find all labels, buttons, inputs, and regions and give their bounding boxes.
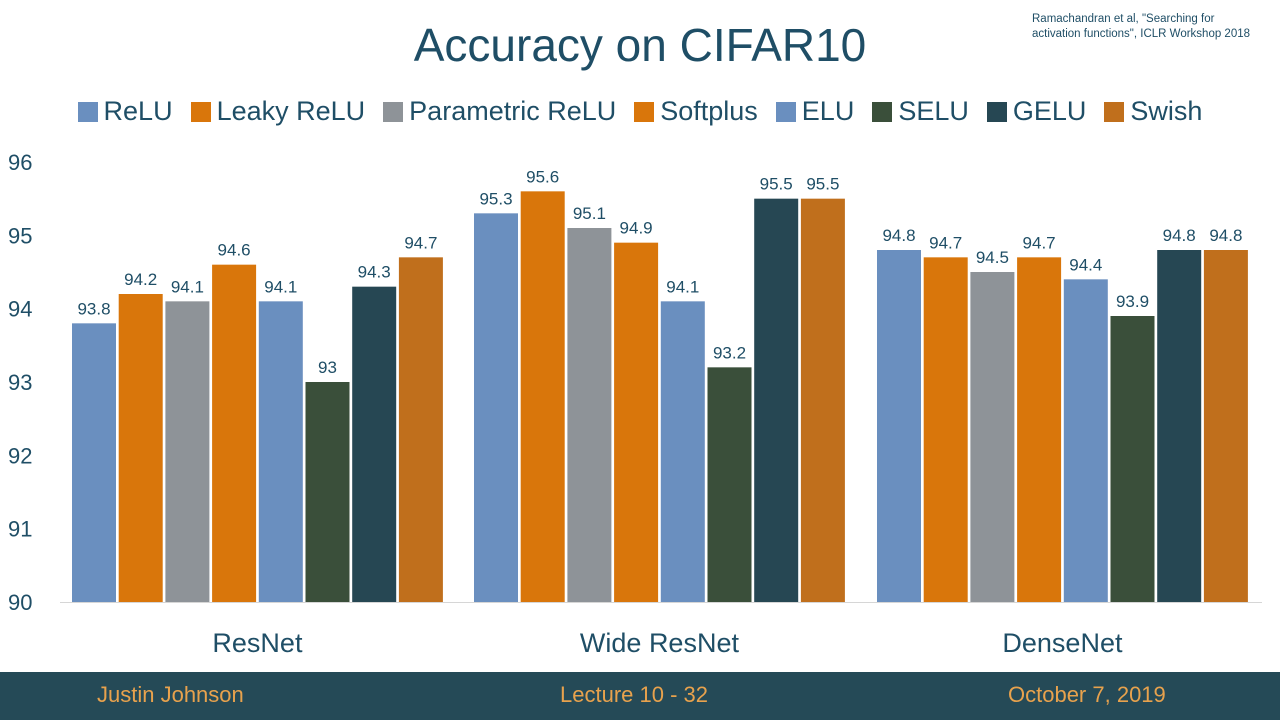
bar-swish — [398, 257, 443, 602]
legend-item-5: SELU — [872, 96, 969, 127]
data-label: 94.1 — [171, 277, 204, 296]
legend-item-4: ELU — [775, 96, 855, 127]
legend-label: SELU — [898, 96, 969, 126]
data-label: 93.9 — [1116, 292, 1149, 311]
y-tick-label: 90 — [8, 590, 32, 615]
bar-softplus — [212, 264, 257, 602]
data-label: 94.8 — [1209, 226, 1242, 245]
data-label: 94.6 — [218, 241, 251, 260]
data-label: 94.4 — [1069, 255, 1102, 274]
data-label: 94.5 — [976, 248, 1009, 267]
legend-item-1: Leaky ReLU — [190, 96, 366, 127]
y-tick-label: 91 — [8, 517, 32, 542]
category-label: Wide ResNet — [580, 628, 740, 658]
y-tick-label: 94 — [8, 297, 32, 322]
data-label: 94.7 — [404, 233, 437, 252]
legend-swatch — [634, 101, 655, 122]
bar-swish — [1203, 250, 1248, 602]
citation: Ramachandran et al, "Searching for activ… — [1032, 12, 1272, 42]
data-label: 94.2 — [124, 270, 157, 289]
data-label: 94.7 — [929, 233, 962, 252]
y-tick-label: 96 — [8, 150, 32, 175]
bar-relu — [877, 250, 921, 602]
bar-swish — [800, 198, 845, 602]
legend-item-0: ReLU — [77, 96, 173, 127]
bar-elu — [660, 301, 705, 602]
category-label: DenseNet — [1002, 628, 1123, 658]
y-tick-label: 95 — [8, 223, 32, 248]
y-tick-label: 92 — [8, 443, 32, 468]
legend-item-3: Softplus — [634, 96, 758, 127]
bar-selu — [1110, 316, 1155, 602]
data-label: 95.6 — [526, 167, 559, 186]
legend-label: ReLU — [103, 96, 173, 126]
legend-item-2: Parametric ReLU — [383, 96, 616, 127]
legend-item-7: Swish — [1104, 96, 1202, 127]
legend-swatch — [383, 101, 404, 122]
footer-author: Justin Johnson — [97, 682, 244, 707]
data-label: 94.9 — [620, 219, 653, 238]
data-label: 95.3 — [479, 189, 512, 208]
data-label: 94.3 — [358, 263, 391, 282]
bar-leaky-relu — [520, 191, 565, 603]
citation-line-1: Ramachandran et al, "Searching for — [1032, 13, 1215, 25]
data-label: 94.1 — [264, 277, 297, 296]
bar-relu — [474, 213, 518, 603]
bar-selu — [707, 367, 752, 602]
legend-swatch — [1104, 101, 1125, 122]
bar-selu — [305, 382, 350, 602]
bar-gelu — [754, 198, 799, 602]
category-label: ResNet — [212, 628, 303, 658]
data-label: 94.7 — [1023, 233, 1056, 252]
data-label: 93 — [318, 358, 337, 377]
y-tick-label: 93 — [8, 370, 32, 395]
bar-parametric-relu — [970, 272, 1015, 602]
legend-swatch — [190, 101, 211, 122]
data-label: 94.8 — [1163, 226, 1196, 245]
legend-label: GELU — [1012, 96, 1087, 126]
bar-elu — [258, 301, 303, 602]
bar-leaky-relu — [118, 294, 163, 602]
legend-item-6: GELU — [986, 96, 1087, 127]
legend-label: Swish — [1130, 96, 1203, 126]
bar-gelu — [352, 286, 397, 602]
legend-label: Parametric ReLU — [409, 96, 617, 126]
footer-lecture: Lecture 10 - 32 — [560, 682, 708, 707]
bar-softplus — [1017, 257, 1062, 602]
data-label: 95.1 — [573, 204, 606, 223]
citation-line-2: activation functions", ICLR Workshop 201… — [1032, 28, 1251, 40]
bar-chart: 90 91 92 93 94 95 96 93.8 94.2 94.1 94.6 94.1 93 94.3… — [8, 150, 1262, 658]
bar-parametric-relu — [567, 228, 612, 602]
bar-gelu — [1157, 250, 1202, 602]
legend-swatch — [872, 101, 893, 122]
chart-title: Accuracy on CIFAR10 — [413, 19, 867, 71]
footer-bar: Justin Johnson Lecture 10 - 32 October 7… — [0, 672, 1280, 720]
data-label: 94.8 — [882, 226, 915, 245]
bar-softplus — [614, 242, 659, 602]
bar-parametric-relu — [165, 301, 210, 602]
bar-elu — [1063, 279, 1108, 602]
legend-swatch — [775, 101, 796, 122]
data-label: 95.5 — [806, 175, 839, 194]
data-label: 93.2 — [713, 343, 746, 362]
legend-swatch — [77, 101, 98, 122]
bar-leaky-relu — [923, 257, 968, 602]
legend-swatch — [986, 101, 1007, 122]
data-label: 93.8 — [77, 299, 110, 318]
legend: ReLU Leaky ReLU Parametric ReLU Softplus ELU… — [0, 96, 1280, 127]
bar-relu — [72, 323, 116, 602]
footer-date: October 7, 2019 — [1008, 682, 1166, 707]
data-label: 95.5 — [760, 175, 793, 194]
legend-label: Leaky ReLU — [216, 96, 366, 126]
legend-label: ELU — [801, 96, 855, 126]
data-label: 94.1 — [666, 277, 699, 296]
legend-label: Softplus — [660, 96, 758, 126]
